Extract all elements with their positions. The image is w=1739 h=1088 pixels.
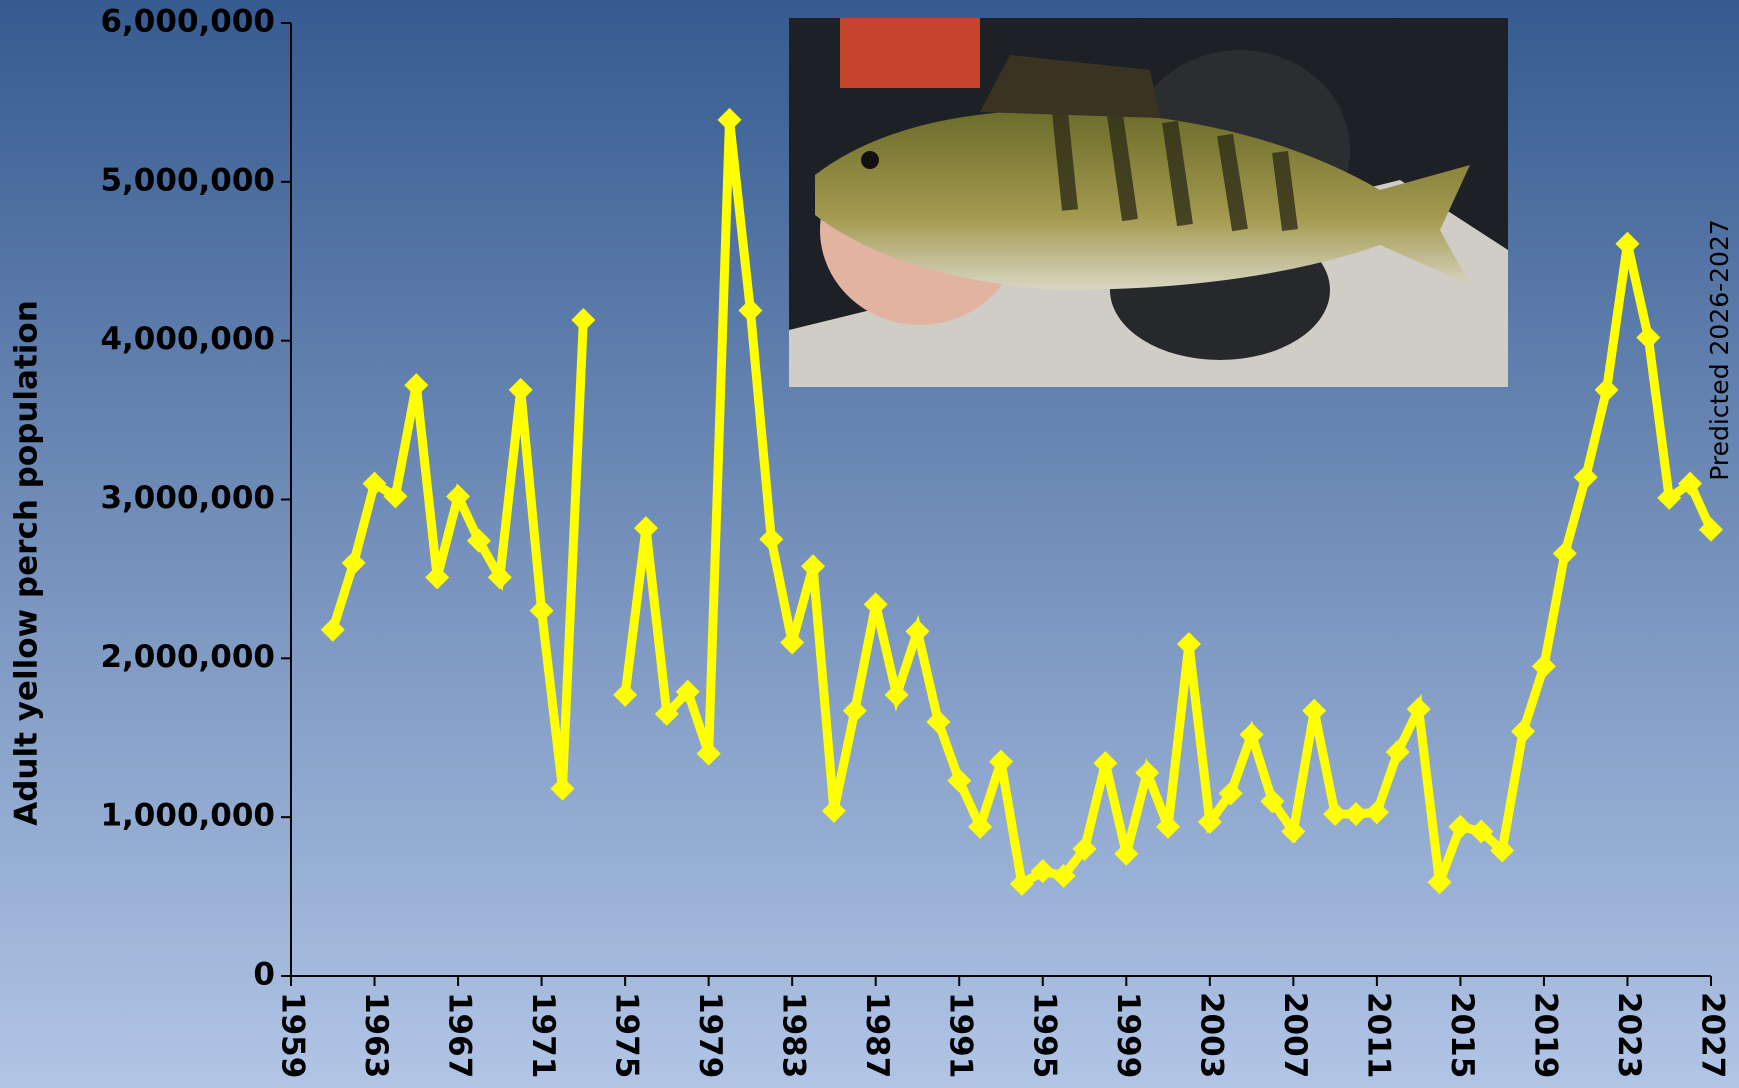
data-point <box>1594 377 1619 402</box>
data-point <box>1030 859 1055 884</box>
x-tick-label: 1959 <box>275 992 311 1078</box>
data-point <box>821 798 846 823</box>
data-point <box>1636 325 1661 350</box>
data-point <box>1678 471 1703 496</box>
data-point <box>613 682 638 707</box>
x-tick-label: 2007 <box>1277 992 1313 1078</box>
data-point <box>1511 719 1536 744</box>
data-point <box>1552 541 1577 566</box>
data-point <box>1323 801 1348 826</box>
x-tick-label: 1995 <box>1026 992 1062 1078</box>
data-point <box>989 749 1013 774</box>
data-point <box>1197 809 1222 834</box>
data-point <box>571 308 596 333</box>
annotation: Predicted 2026-2027 <box>1705 219 1734 481</box>
data-point <box>1448 814 1473 839</box>
data-point <box>1051 863 1076 888</box>
x-tick-label: 2023 <box>1611 992 1647 1078</box>
x-tick-label: 1991 <box>943 992 979 1078</box>
x-tick-label: 1979 <box>692 992 728 1078</box>
data-point <box>801 554 826 579</box>
data-point <box>1218 781 1243 806</box>
data-point <box>634 516 658 541</box>
data-point <box>1135 760 1160 785</box>
data-point <box>1260 789 1285 814</box>
data-point <box>1385 740 1410 765</box>
data-point <box>1302 698 1327 723</box>
x-tick-label: 1975 <box>609 992 645 1078</box>
x-tick-label: 1983 <box>776 992 812 1078</box>
data-point <box>320 617 345 642</box>
y-tick-label: 5,000,000 <box>100 162 275 198</box>
data-point <box>780 630 805 655</box>
data-point <box>1093 751 1118 776</box>
data-point <box>1490 838 1515 863</box>
data-point <box>884 682 909 707</box>
data-point <box>1239 722 1264 747</box>
data-point <box>947 768 972 793</box>
data-point <box>1009 871 1034 896</box>
data-point <box>508 377 533 402</box>
data-point <box>717 107 742 132</box>
x-tick-label: 2003 <box>1193 992 1229 1078</box>
data-point <box>425 565 450 590</box>
data-point <box>341 551 366 576</box>
data-point <box>1573 465 1598 490</box>
data-point <box>1281 819 1306 844</box>
data-point <box>926 709 951 734</box>
data-point <box>1531 654 1556 679</box>
x-tick-label: 1987 <box>859 992 895 1078</box>
photo <box>789 18 1508 387</box>
data-point <box>529 598 554 623</box>
data-point <box>404 373 429 398</box>
data-point <box>863 592 888 617</box>
data-point <box>1364 800 1389 825</box>
x-tick-label: 1963 <box>358 992 394 1078</box>
data-point <box>696 741 721 766</box>
data-point <box>1699 517 1723 542</box>
y-tick-label: 3,000,000 <box>100 480 275 516</box>
data-point <box>654 701 679 726</box>
data-point <box>1344 801 1368 826</box>
x-tick-label: 1999 <box>1110 992 1146 1078</box>
x-tick-label: 2011 <box>1360 992 1396 1078</box>
x-tick-label: 2019 <box>1527 992 1563 1078</box>
data-point <box>383 484 408 509</box>
data-point <box>1406 697 1431 722</box>
x-tick-label: 2027 <box>1695 992 1731 1078</box>
y-tick-label: 1,000,000 <box>100 798 275 834</box>
x-tick-label: 1971 <box>525 992 561 1078</box>
data-point <box>842 698 867 723</box>
data-point <box>1176 632 1201 657</box>
data-point <box>1114 841 1139 866</box>
data-point <box>1657 485 1682 510</box>
data-point <box>738 298 763 323</box>
data-point <box>1427 870 1452 895</box>
data-point <box>362 471 387 496</box>
data-point <box>968 814 993 839</box>
data-point <box>905 619 930 644</box>
y-tick-label: 2,000,000 <box>100 639 275 675</box>
y-tick-label: 0 <box>253 957 275 993</box>
data-point <box>1469 819 1494 844</box>
data-point <box>487 565 512 590</box>
y-tick-label: 4,000,000 <box>100 321 275 357</box>
data-point <box>1156 814 1181 839</box>
data-point <box>446 484 471 509</box>
data-point <box>675 679 700 704</box>
data-point <box>550 776 575 801</box>
x-tick-label: 2015 <box>1444 992 1480 1078</box>
data-point <box>1072 836 1097 861</box>
x-tick-label: 1967 <box>442 992 478 1078</box>
data-point <box>759 527 784 552</box>
y-axis-label: Adult yellow perch population <box>9 300 45 826</box>
data-point <box>466 528 491 553</box>
y-tick-label: 6,000,000 <box>100 4 275 40</box>
data-point <box>1615 231 1640 256</box>
